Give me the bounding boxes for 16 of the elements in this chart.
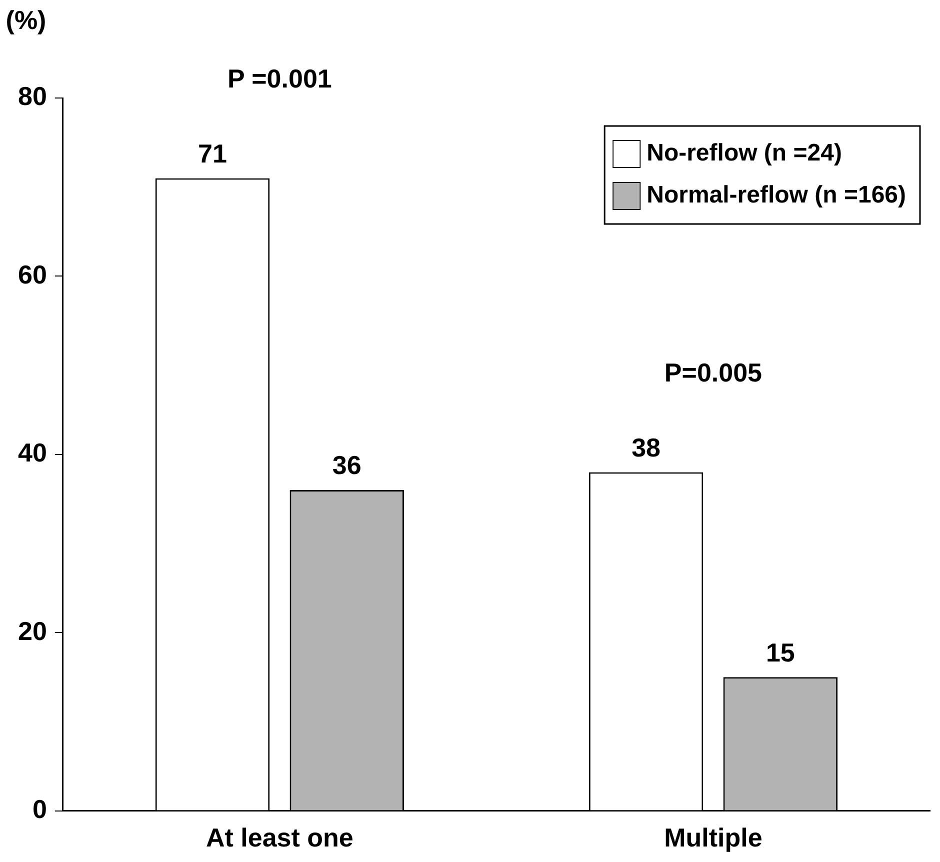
x-tick-label: At least one bbox=[206, 822, 354, 853]
legend-label: Normal-reflow (n =166) bbox=[646, 182, 906, 209]
data-label: 71 bbox=[198, 138, 227, 168]
legend-label: No-reflow (n =24) bbox=[646, 140, 842, 167]
data-label: 38 bbox=[632, 432, 660, 462]
y-tick-label: 20 bbox=[18, 616, 47, 646]
y-tick-label: 80 bbox=[18, 81, 47, 112]
y-tick-label: 0 bbox=[32, 794, 47, 824]
data-label: 36 bbox=[332, 450, 362, 480]
x-tick-label: Multiple bbox=[664, 822, 762, 853]
data-label: 15 bbox=[766, 637, 795, 668]
annotation: P=0.005 bbox=[664, 357, 762, 388]
y-tick-label: 40 bbox=[18, 438, 47, 468]
text: P =0.001 bbox=[228, 63, 332, 94]
y-axis-title: (%) bbox=[6, 5, 46, 36]
y-tick-label: 60 bbox=[18, 259, 47, 290]
